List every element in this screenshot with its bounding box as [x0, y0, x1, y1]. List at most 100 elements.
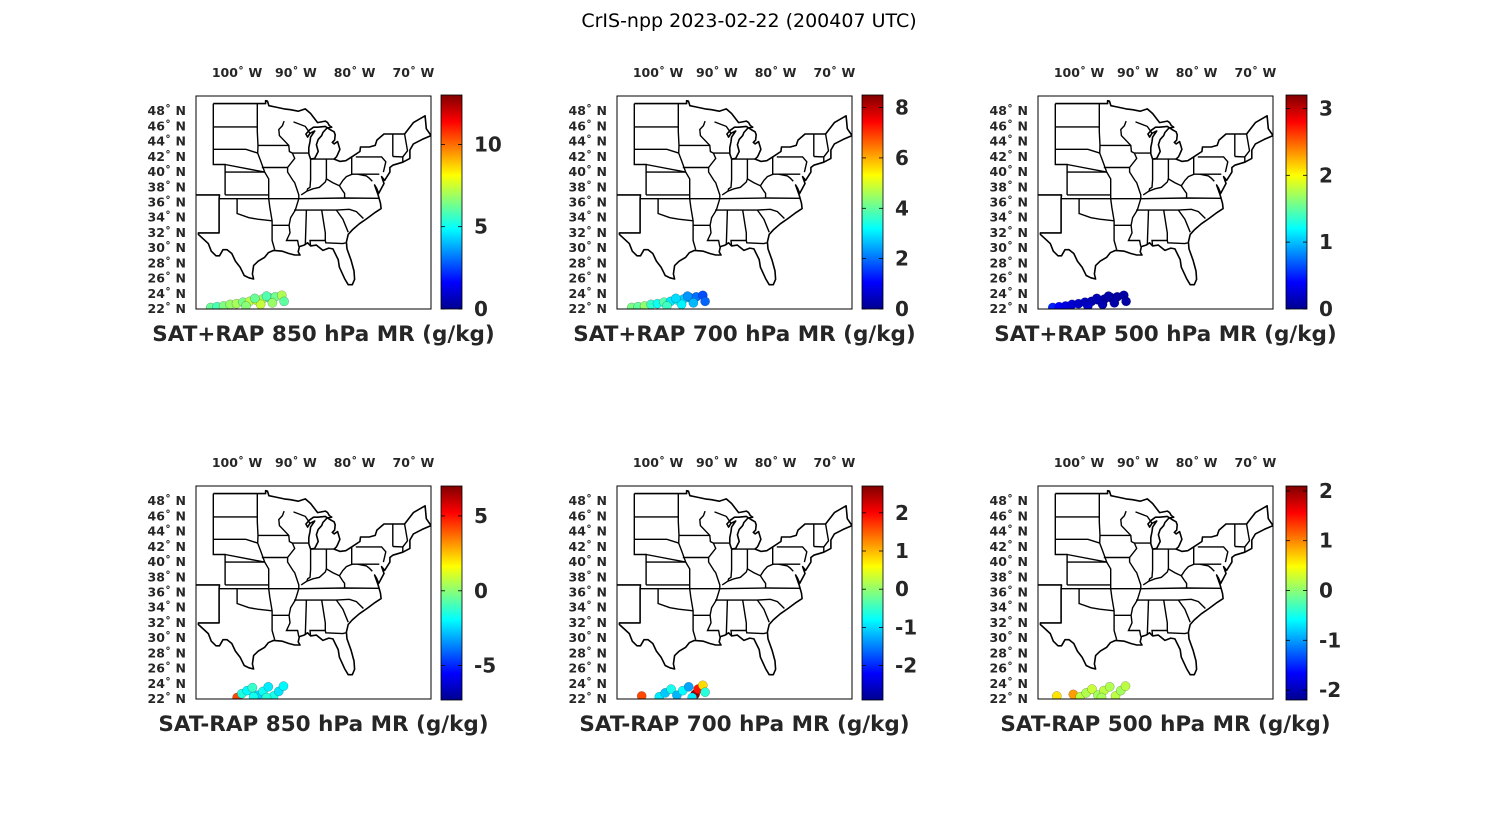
coastline-outline	[617, 489, 852, 676]
state-boundary	[823, 133, 830, 163]
state-boundary	[1142, 159, 1154, 196]
state-boundary	[300, 159, 312, 196]
state-boundary	[776, 546, 808, 563]
state-boundary	[1054, 103, 1068, 195]
observation-point	[1051, 691, 1062, 699]
state-boundary	[1197, 546, 1229, 563]
state-boundary	[640, 587, 800, 590]
lat-tick-label: 38˚ N	[569, 179, 607, 194]
lat-tick-label: 44˚ N	[148, 524, 186, 539]
lat-tick-label: 42˚ N	[569, 539, 607, 554]
observation-point	[636, 691, 647, 699]
lat-tick-label: 48˚ N	[569, 103, 607, 118]
colorbar-tick-label: -1	[1319, 628, 1341, 652]
colorbar	[1285, 485, 1308, 701]
lon-tick-label: 100˚ W	[212, 65, 263, 80]
state-boundary	[633, 493, 647, 585]
colorbar-tick-label: 0	[1319, 579, 1333, 603]
lat-tick-label: 36˚ N	[148, 585, 186, 600]
state-boundary	[219, 587, 379, 590]
state-boundary	[1199, 173, 1215, 182]
state-boundary	[721, 549, 733, 586]
state-boundary	[1066, 163, 1107, 173]
state-boundary	[294, 208, 364, 219]
lat-tick-label: 24˚ N	[990, 286, 1028, 301]
lat-tick-label: 42˚ N	[990, 149, 1028, 164]
colorbar	[440, 485, 463, 701]
colorbar-tick-label: 2	[1319, 163, 1333, 187]
state-boundary	[1078, 588, 1115, 612]
lon-tick-label: 70˚ W	[1235, 455, 1277, 470]
state-boundary	[324, 630, 346, 635]
observation-point	[1120, 681, 1131, 691]
state-boundary	[714, 511, 732, 524]
lat-tick-label: 28˚ N	[148, 645, 186, 660]
state-boundary	[357, 173, 373, 182]
state-boundary	[1135, 121, 1153, 134]
lat-tick-label: 24˚ N	[569, 676, 607, 691]
state-boundary	[304, 210, 308, 246]
lat-tick-label: 36˚ N	[148, 195, 186, 210]
state-boundary	[278, 510, 300, 637]
state-boundary	[657, 588, 694, 612]
lat-tick-label: 30˚ N	[569, 240, 607, 255]
lat-tick-label: 28˚ N	[990, 255, 1028, 270]
lat-tick-label: 24˚ N	[148, 676, 186, 691]
lon-tick-label: 100˚ W	[633, 455, 684, 470]
state-boundary	[776, 156, 808, 173]
lat-tick-label: 44˚ N	[569, 524, 607, 539]
lat-tick-label: 26˚ N	[990, 661, 1028, 676]
lat-tick-label: 28˚ N	[569, 255, 607, 270]
state-boundary	[634, 538, 679, 544]
lat-tick-label: 40˚ N	[148, 554, 186, 569]
state-boundary	[1142, 549, 1154, 586]
panel-grid: 100˚ W 90˚ W 80˚ W 70˚ W48˚ N46˚ N44˚ N42˚ …	[148, 65, 1342, 737]
state-boundary	[256, 103, 276, 250]
state-boundary	[699, 510, 721, 637]
lat-tick-label: 26˚ N	[569, 271, 607, 286]
lat-tick-label: 34˚ N	[148, 600, 186, 615]
observation-point	[1121, 296, 1131, 307]
lon-tick-label: 70˚ W	[814, 455, 856, 470]
state-boundary	[324, 240, 346, 245]
state-boundary	[1136, 598, 1206, 609]
lat-tick-label: 26˚ N	[148, 661, 186, 676]
colorbar-tick-label: 4	[895, 196, 909, 220]
lat-tick-label: 46˚ N	[148, 508, 186, 523]
state-boundary	[294, 598, 364, 609]
state-boundary	[1066, 553, 1107, 563]
state-boundary	[1199, 563, 1215, 572]
state-boundary	[1136, 208, 1206, 219]
state-boundary	[1180, 546, 1195, 577]
state-boundary	[355, 546, 387, 563]
state-boundary	[1148, 567, 1188, 588]
colorbar-tick-label: 0	[895, 297, 909, 321]
colorbar-tick-label: 3	[1319, 96, 1333, 120]
lat-tick-label: 36˚ N	[990, 585, 1028, 600]
lat-tick-label: 24˚ N	[569, 286, 607, 301]
state-boundary	[213, 148, 258, 154]
lat-tick-label: 30˚ N	[569, 630, 607, 645]
state-boundary	[278, 120, 300, 247]
colorbar-tick-label: 0	[1319, 297, 1333, 321]
lat-tick-label: 24˚ N	[990, 676, 1028, 691]
state-boundary	[640, 197, 800, 200]
map-area	[1038, 96, 1273, 309]
lat-tick-label: 44˚ N	[990, 134, 1028, 149]
observation-point	[278, 681, 289, 691]
lat-tick-label: 30˚ N	[148, 630, 186, 645]
lat-tick-label: 26˚ N	[990, 271, 1028, 286]
state-boundary	[1146, 600, 1150, 636]
state-boundary	[236, 588, 273, 612]
state-boundary	[759, 156, 774, 187]
colorbar-tick-label: 5	[474, 504, 488, 528]
lon-tick-label: 80˚ W	[334, 455, 376, 470]
map-area	[617, 96, 852, 309]
panel-label: SAT+RAP 850 hPa MR (g/kg)	[152, 322, 494, 347]
state-boundary	[823, 523, 830, 553]
map-frame	[1037, 95, 1274, 310]
observation-point	[666, 684, 676, 694]
lat-tick-label: 22˚ N	[148, 691, 186, 706]
lat-tick-label: 36˚ N	[990, 195, 1028, 210]
